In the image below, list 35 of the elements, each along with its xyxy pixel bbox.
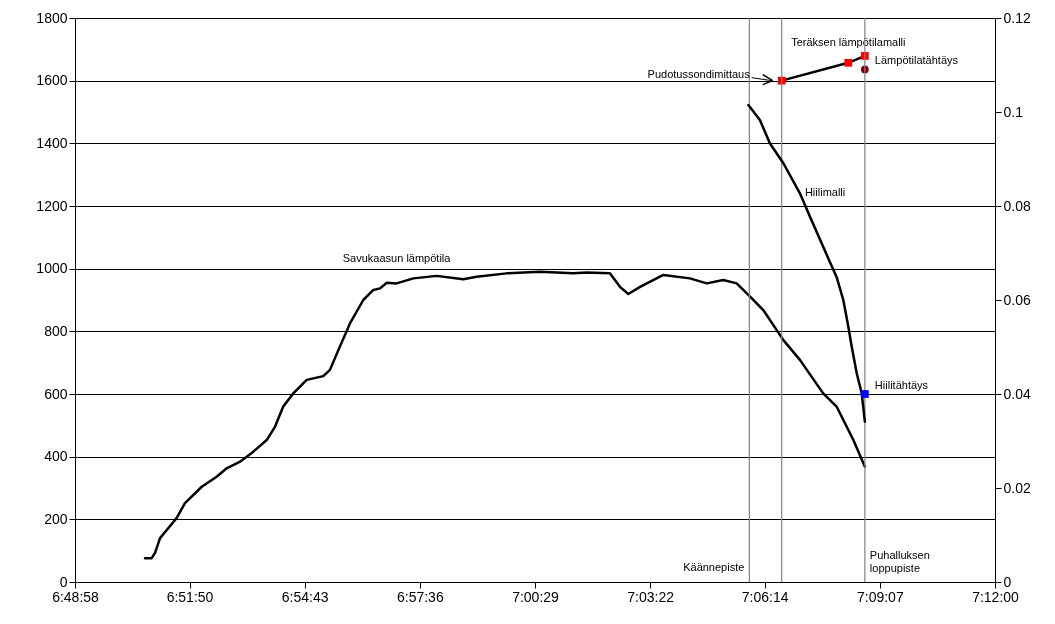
y-tick-label: 800	[44, 322, 68, 339]
y-tick-label: 600	[44, 385, 68, 402]
y2-tick-label: 0	[1003, 573, 1012, 590]
y2-tick-label: 0.02	[1003, 479, 1031, 496]
point	[844, 58, 853, 67]
series-label: Teräksen lämpötilamalli	[791, 35, 906, 48]
x-tick-label: 7:09:07	[856, 588, 904, 605]
y2-tick-label: 0.06	[1003, 291, 1031, 308]
y-tick-label: 0	[59, 573, 68, 590]
y2-tick-label: 0.04	[1003, 385, 1031, 402]
ref-line-label: Käännepiste	[683, 561, 745, 573]
y-tick-label: 400	[44, 448, 68, 465]
y-tick-label: 1800	[36, 9, 68, 26]
series-label: Hiilitähtäys	[874, 379, 929, 391]
y-tick-label: 200	[44, 510, 68, 527]
x-tick-label: 7:00:29	[512, 588, 560, 605]
series-label: Savukaasun lämpötila	[342, 251, 452, 264]
x-tick-label: 7:12:00	[972, 588, 1020, 605]
y-tick-label: 1600	[36, 72, 68, 89]
y2-tick-label: 0.1	[1003, 103, 1024, 120]
y-tick-label: 1000	[36, 260, 68, 277]
series-label: Hiilimalli	[804, 186, 846, 199]
x-tick-label: 6:48:58	[52, 588, 100, 605]
y-tick-label: 1400	[36, 134, 68, 151]
annotation: Pudotussondimittaus	[647, 67, 751, 80]
y-tick-label: 1200	[36, 197, 68, 214]
x-tick-label: 7:06:14	[741, 588, 789, 605]
x-tick-label: 6:51:50	[166, 588, 214, 605]
y2-tick-label: 0.12	[1003, 9, 1031, 26]
x-tick-label: 6:57:36	[396, 588, 444, 605]
x-tick-label: 6:54:43	[281, 588, 329, 605]
y2-tick-label: 0.08	[1003, 197, 1031, 214]
ref-line-label: Puhalluksen loppupiste	[869, 549, 930, 574]
series-label: Lämpötilatähtäys	[874, 54, 959, 67]
x-tick-label: 7:03:22	[627, 588, 675, 605]
